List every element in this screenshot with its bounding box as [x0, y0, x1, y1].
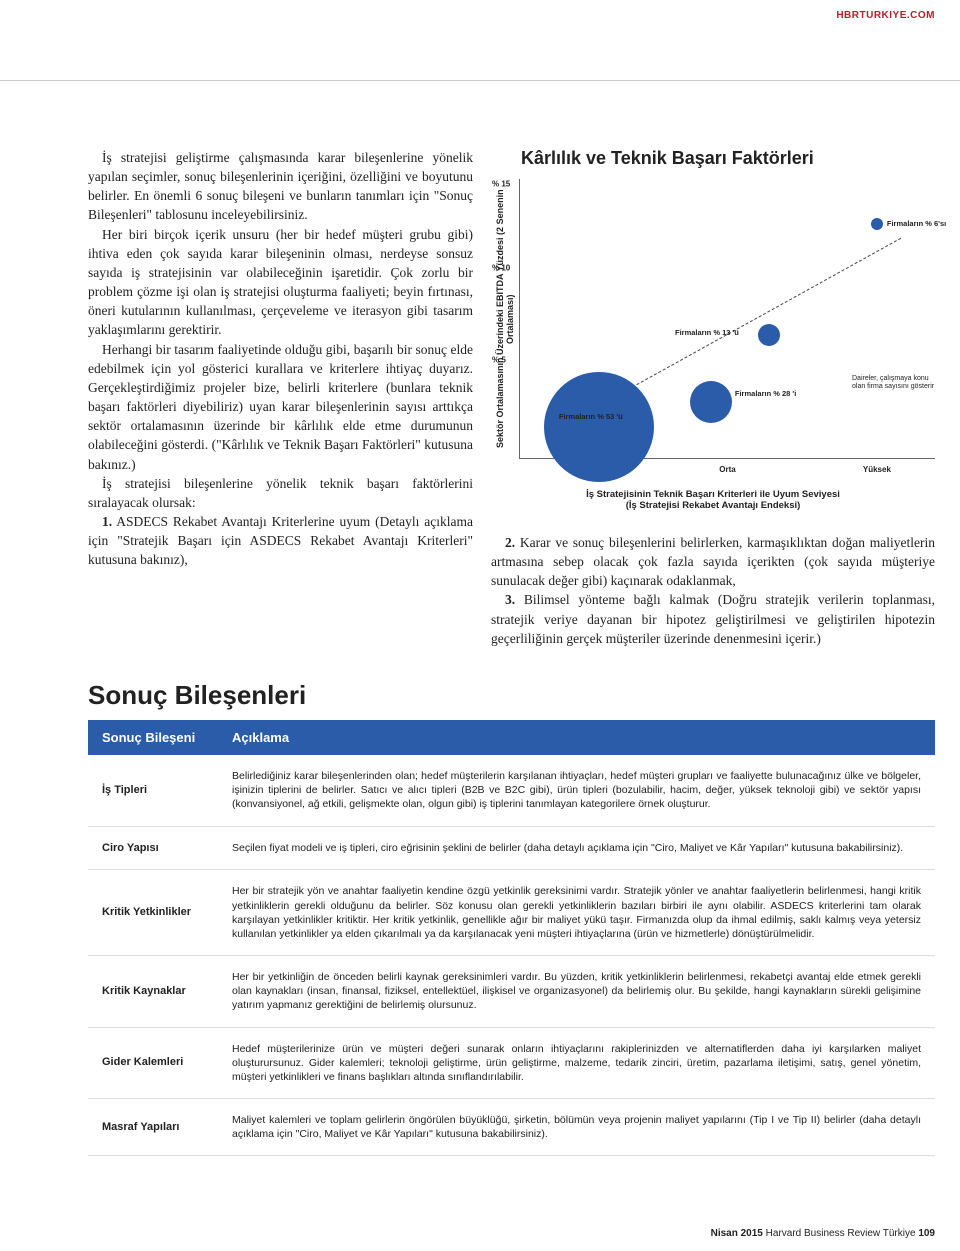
chart-xtick: Yüksek: [863, 465, 891, 474]
chart-xtick: Orta: [719, 465, 735, 474]
chart-y-axis-label: Sektör Ortalamasının Üzerindeki EBITDA Y…: [491, 179, 519, 459]
chart-bubble-label: Firmaların % 6'sı: [887, 219, 946, 228]
chart-bubble: [871, 218, 883, 230]
table-cell-description: Hedef müşterilerinize ürün ve müşteri de…: [218, 1027, 935, 1099]
table-cell-description: Maliyet kalemleri ve toplam gelirlerin ö…: [218, 1099, 935, 1156]
chart-canvas: Sektör Ortalamasının Üzerindeki EBITDA Y…: [491, 179, 935, 459]
table-header-row: Sonuç Bileşeni Açıklama: [88, 720, 935, 755]
table-row: Kritik KaynaklarHer bir yetkinliğin de ö…: [88, 956, 935, 1028]
chart-title: Kârlılık ve Teknik Başarı Faktörleri: [521, 148, 935, 169]
chart-plot-area: % 15% 10% 5OrtaYüksekFirmaların % 53 'üF…: [519, 179, 935, 459]
table-wrap: Sonuç Bileşeni Açıklama İş TipleriBelirl…: [88, 720, 935, 1156]
body-paragraph: Herhangi bir tasarım faaliyetinde olduğu…: [88, 340, 473, 474]
page-footer: Nisan 2015 Harvard Business Review Türki…: [711, 1228, 935, 1239]
content-area: İş stratejisi geliştirme çalışmasında ka…: [88, 148, 935, 648]
article-right-column: Kârlılık ve Teknik Başarı Faktörleri Sek…: [491, 148, 935, 648]
table-row: Kritik YetkinliklerHer bir stratejik yön…: [88, 870, 935, 956]
body-paragraph: 1. ASDECS Rekabet Avantajı Kriterlerine …: [88, 512, 473, 569]
table-row: Masraf YapılarıMaliyet kalemleri ve topl…: [88, 1099, 935, 1156]
chart-bubble: [758, 324, 780, 346]
body-paragraph: İş stratejisi bileşenlerine yönelik tekn…: [88, 474, 473, 512]
table-cell-label: Kritik Kaynaklar: [88, 956, 218, 1028]
chart-bubble-label: Firmaların % 53 'ü: [559, 412, 623, 421]
footer-page-number: 109: [918, 1228, 935, 1239]
article-left-column: İş stratejisi geliştirme çalışmasında ka…: [88, 148, 473, 648]
table-cell-description: Her bir yetkinliğin de önceden belirli k…: [218, 956, 935, 1028]
table-cell-label: Kritik Yetkinlikler: [88, 870, 218, 956]
table-cell-description: Seçilen fiyat modeli ve iş tipleri, ciro…: [218, 826, 935, 870]
section-title: Sonuç Bileşenleri: [88, 680, 306, 711]
chart-x-axis-title: İş Stratejisinin Teknik Başarı Kriterler…: [491, 489, 935, 500]
table-cell-description: Belirlediğiniz karar bileşenlerinden ola…: [218, 755, 935, 826]
article-right-text: 2. Karar ve sonuç bileşenlerini belirler…: [491, 533, 935, 648]
chart-bubble-label: Firmaların % 13 'ü: [675, 328, 739, 337]
body-paragraph: İş stratejisi geliştirme çalışmasında ka…: [88, 148, 473, 225]
table-header-description: Açıklama: [218, 720, 935, 755]
table-cell-description: Her bir stratejik yön ve anahtar faaliye…: [218, 870, 935, 956]
table-header-component: Sonuç Bileşeni: [88, 720, 218, 755]
chart-ytick: % 10: [492, 263, 510, 272]
chart-legend-note: Daireler, çalışmaya konu olan firma sayı…: [852, 375, 935, 391]
body-paragraph: Her biri birçok içerik unsuru (her bir h…: [88, 225, 473, 340]
chart-x-axis-subtitle: (İş Stratejisi Rekabet Avantajı Endeksi): [491, 500, 935, 511]
table-cell-label: Ciro Yapısı: [88, 826, 218, 870]
table-cell-label: Masraf Yapıları: [88, 1099, 218, 1156]
chart-box: Kârlılık ve Teknik Başarı Faktörleri Sek…: [491, 148, 935, 511]
chart-ytick: % 5: [492, 355, 506, 364]
results-table: Sonuç Bileşeni Açıklama İş TipleriBelirl…: [88, 720, 935, 1156]
body-paragraph: 2. Karar ve sonuç bileşenlerini belirler…: [491, 533, 935, 590]
table-row: İş TipleriBelirlediğiniz karar bileşenle…: [88, 755, 935, 826]
chart-bubble-label: Firmaların % 28 'i: [735, 389, 796, 398]
table-cell-label: Gider Kalemleri: [88, 1027, 218, 1099]
footer-publication: Harvard Business Review Türkiye: [766, 1228, 916, 1239]
chart-ytick: % 15: [492, 179, 510, 188]
header-divider: [0, 80, 960, 81]
footer-date: Nisan 2015: [711, 1228, 763, 1239]
table-row: Gider KalemleriHedef müşterilerinize ürü…: [88, 1027, 935, 1099]
table-cell-label: İş Tipleri: [88, 755, 218, 826]
chart-bubble: [690, 381, 732, 423]
body-paragraph: 3. Bilimsel yönteme bağlı kalmak (Doğru …: [491, 590, 935, 647]
table-row: Ciro YapısıSeçilen fiyat modeli ve iş ti…: [88, 826, 935, 870]
chart-bubble: [544, 372, 654, 482]
site-url: HBRTURKIYE.COM: [836, 10, 935, 21]
